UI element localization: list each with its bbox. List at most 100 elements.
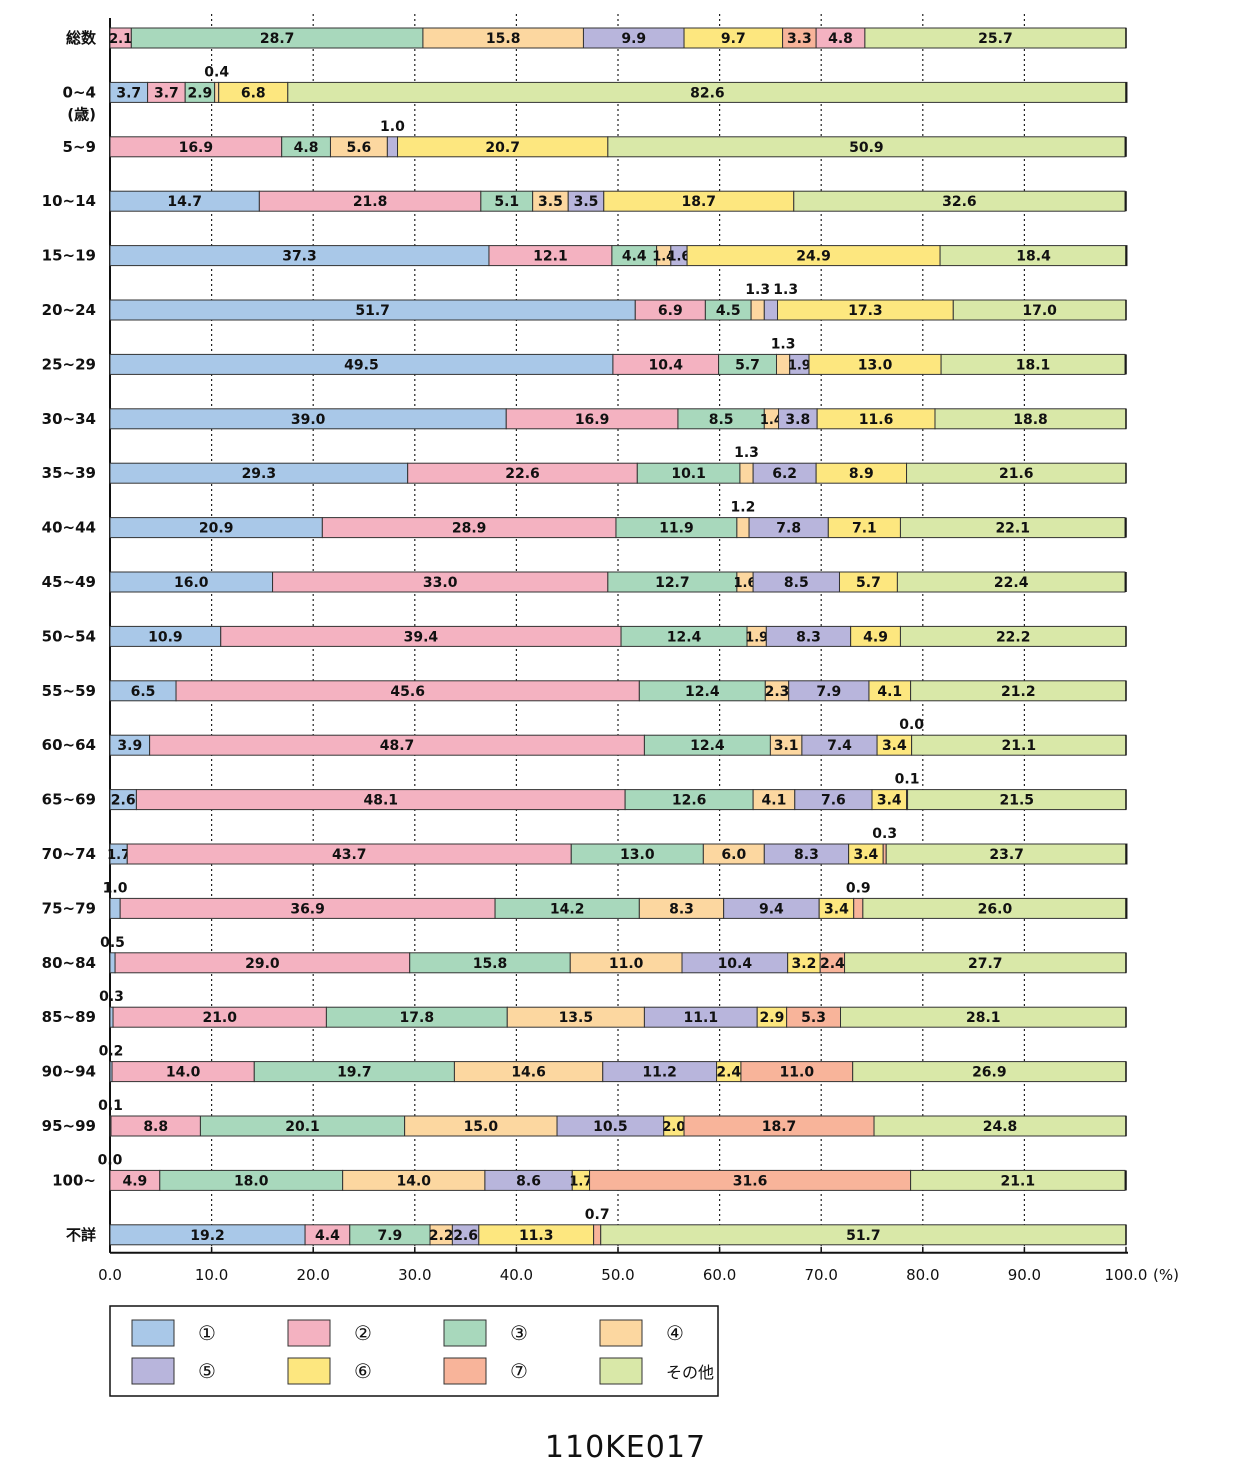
bar-segment <box>287 81 1128 103</box>
data-label: 2.2 <box>429 1228 454 1244</box>
legend-label: その他 <box>666 1363 714 1382</box>
x-tick-label: 80.0 <box>906 1266 939 1284</box>
data-label: 43.7 <box>332 847 367 863</box>
x-unit-label: (%) <box>1153 1266 1179 1284</box>
bar-segment <box>593 1224 602 1246</box>
data-label: 27.7 <box>968 956 1003 972</box>
data-label: 18.1 <box>1016 357 1051 373</box>
category-label: 70~74 <box>42 845 96 863</box>
bar-segment <box>862 897 1128 919</box>
data-label: 11.3 <box>519 1228 554 1244</box>
data-label: 17.8 <box>400 1010 435 1026</box>
data-label: 8.8 <box>143 1119 168 1135</box>
data-label: 10.9 <box>148 629 183 645</box>
data-label: 20.9 <box>199 521 234 537</box>
bar-segment <box>736 517 750 539</box>
data-label: 3.4 <box>824 901 849 917</box>
data-label: 28.7 <box>260 31 295 47</box>
legend-swatch <box>443 1319 487 1347</box>
legend-label: ② <box>354 1321 372 1345</box>
data-label: 10.4 <box>718 956 753 972</box>
data-label: 7.9 <box>816 684 841 700</box>
data-label: 11.6 <box>859 412 894 428</box>
data-label: 5.3 <box>801 1010 826 1026</box>
data-label: 22.1 <box>995 521 1030 537</box>
data-label: 8.3 <box>669 901 694 917</box>
data-label: 16.9 <box>575 412 610 428</box>
data-label: 2.6 <box>453 1228 478 1244</box>
data-label: 15.0 <box>464 1119 499 1135</box>
data-label: 11.9 <box>659 521 694 537</box>
category-label: 50~54 <box>42 627 96 645</box>
data-label: 19.2 <box>190 1228 225 1244</box>
data-label: 7.1 <box>852 521 877 537</box>
data-label: 21.2 <box>1001 684 1036 700</box>
x-tick-label: 0.0 <box>98 1266 122 1284</box>
category-label: 60~64 <box>42 736 96 754</box>
data-label: 12.1 <box>533 249 568 265</box>
bar-segment <box>750 299 765 321</box>
data-label: 3.5 <box>574 194 599 210</box>
bar-segment <box>939 245 1128 267</box>
category-label: 85~89 <box>42 1008 96 1026</box>
data-label: 12.4 <box>690 738 725 754</box>
legend-label: ① <box>198 1321 216 1345</box>
category-label: 45~49 <box>42 573 96 591</box>
category-label: 総数 <box>66 29 97 47</box>
data-label: 26.0 <box>978 901 1013 917</box>
category-label: 25~29 <box>42 355 96 373</box>
data-label: 1.7 <box>569 1174 592 1189</box>
data-label-above: 0.4 <box>204 64 229 80</box>
data-label: 21.1 <box>1001 1173 1036 1189</box>
x-tick-label: 20.0 <box>296 1266 329 1284</box>
data-label: 11.1 <box>684 1010 719 1026</box>
data-label: 8.6 <box>516 1173 541 1189</box>
data-label-above: 0.2 <box>99 1044 124 1060</box>
data-label: 2.6 <box>111 793 136 809</box>
data-label: 4.1 <box>877 684 902 700</box>
data-label: 37.3 <box>282 249 317 265</box>
bar-segment <box>885 843 1128 865</box>
data-label: 1.9 <box>788 358 811 373</box>
data-label: 24.8 <box>983 1119 1018 1135</box>
data-label: 25.7 <box>978 31 1013 47</box>
data-label: 6.8 <box>241 85 266 101</box>
data-label: 4.1 <box>762 793 787 809</box>
data-label: 18.8 <box>1013 412 1048 428</box>
data-label: 15.8 <box>486 31 521 47</box>
data-label: 4.4 <box>622 249 647 265</box>
data-label: 3.1 <box>774 738 799 754</box>
data-label: 6.5 <box>131 684 156 700</box>
data-label: 21.5 <box>1000 793 1035 809</box>
data-label: 22.2 <box>996 629 1031 645</box>
bar-segment <box>899 517 1126 539</box>
category-label: 5~9 <box>63 138 96 156</box>
legend-swatch <box>599 1319 643 1347</box>
data-label: 5.7 <box>856 575 881 591</box>
bar-segment <box>763 299 779 321</box>
data-label: 6.0 <box>721 847 746 863</box>
legend-swatch <box>599 1357 643 1385</box>
data-label: 1.6 <box>733 576 756 591</box>
x-tick-label: 10.0 <box>195 1266 228 1284</box>
bar-segment <box>896 571 1126 593</box>
data-label: 23.7 <box>989 847 1024 863</box>
category-label: 10~14 <box>42 192 96 210</box>
data-label: 14.6 <box>511 1065 546 1081</box>
data-label: 6.9 <box>658 303 683 319</box>
legend-label: ⑤ <box>198 1359 216 1383</box>
data-label: 18.7 <box>762 1119 797 1135</box>
stacked-bar-chart: 総数 2.1 28.7 15.8 9.9 9.7 3.3 4.8 25.7 0~4 (歳) 3.7 3.… <box>42 14 1179 1397</box>
x-tick-label: 90.0 <box>1008 1266 1041 1284</box>
data-label: 7.6 <box>821 793 846 809</box>
data-label: 12.4 <box>685 684 720 700</box>
data-label: 8.3 <box>794 847 819 863</box>
data-label: 21.6 <box>999 466 1034 482</box>
data-label: 12.6 <box>672 793 707 809</box>
data-label: 2.4 <box>820 956 845 972</box>
data-label-above: 0.9 <box>846 880 871 896</box>
data-label: 50.9 <box>849 140 884 156</box>
category-label: 100~ <box>52 1171 96 1189</box>
x-tick-label: 40.0 <box>500 1266 533 1284</box>
data-label: 22.4 <box>994 575 1029 591</box>
